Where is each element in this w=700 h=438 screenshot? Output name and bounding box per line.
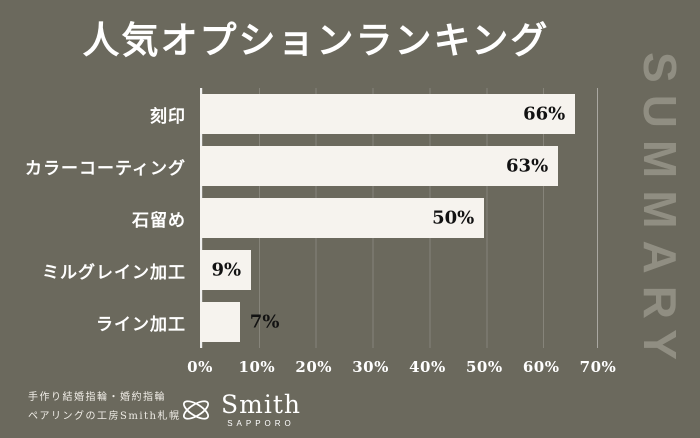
bar <box>200 302 240 342</box>
x-axis: 0% 10% 20% 30% 40% 50% 60% 70% <box>187 358 616 380</box>
bar: 9% <box>200 250 252 290</box>
smith-logo: Smith SAPPORO <box>178 389 301 428</box>
credit-line-2: ペアリングの工房Smith札幌 <box>28 411 181 422</box>
crossed-rings-icon <box>178 397 214 428</box>
category-label: ミルグレイン加工 <box>42 262 186 282</box>
x-tick-label: 60% <box>522 358 560 376</box>
credit-text: 手作り結婚指輪・婚約指輪 ペアリングの工房Smith札幌 <box>28 388 181 426</box>
category-label: 石留め <box>132 210 186 230</box>
logo-subtitle: SAPPORO <box>227 419 295 428</box>
x-tick-label: 70% <box>579 358 617 376</box>
bar: 50% <box>200 198 485 238</box>
value-label: 50% <box>432 207 475 229</box>
bar-rows: 刻印 66% カラーコーティング 63% 石留め 50% ミルグレイン加工 9% ライン加工 7% <box>0 88 632 348</box>
value-label: 66% <box>523 103 566 125</box>
bar-row: 石留め 50% <box>0 192 632 244</box>
logo-text-block: Smith SAPPORO <box>221 389 301 428</box>
x-tick-label: 10% <box>238 358 276 376</box>
category-label: ライン加工 <box>96 314 186 334</box>
bar: 63% <box>200 146 559 186</box>
value-label: 9% <box>211 259 242 281</box>
bar-track: 66% <box>200 94 598 134</box>
credit-line-1: 手作り結婚指輪・婚約指輪 <box>28 392 166 403</box>
value-label: 7% <box>249 311 280 333</box>
x-tick-label: 50% <box>465 358 503 376</box>
bar: 66% <box>200 94 576 134</box>
x-tick-label: 0% <box>187 358 213 376</box>
bar-track: 63% <box>200 146 598 186</box>
summary-vertical-label: SUMMARY <box>634 52 686 372</box>
x-tick-label: 40% <box>409 358 446 376</box>
chart-title: 人気オプションランキング <box>82 18 550 62</box>
x-tick-label: 20% <box>295 358 333 376</box>
logo-name: Smith <box>221 389 301 419</box>
category-label: 刻印 <box>150 106 186 126</box>
category-label: カラーコーティング <box>25 158 186 178</box>
bar-chart: 刻印 66% カラーコーティング 63% 石留め 50% ミルグレイン加工 9% ライン加工 7%… <box>0 88 632 388</box>
x-tick-label: 30% <box>352 358 389 376</box>
bar-row: ミルグレイン加工 9% <box>0 244 632 296</box>
bar-row: カラーコーティング 63% <box>0 140 632 192</box>
bar-track: 9% <box>200 250 598 290</box>
value-label: 63% <box>506 155 549 177</box>
bar-row: ライン加工 7% <box>0 296 632 348</box>
bar-track: 7% <box>200 302 598 342</box>
bar-track: 50% <box>200 198 598 238</box>
bar-row: 刻印 66% <box>0 88 632 140</box>
